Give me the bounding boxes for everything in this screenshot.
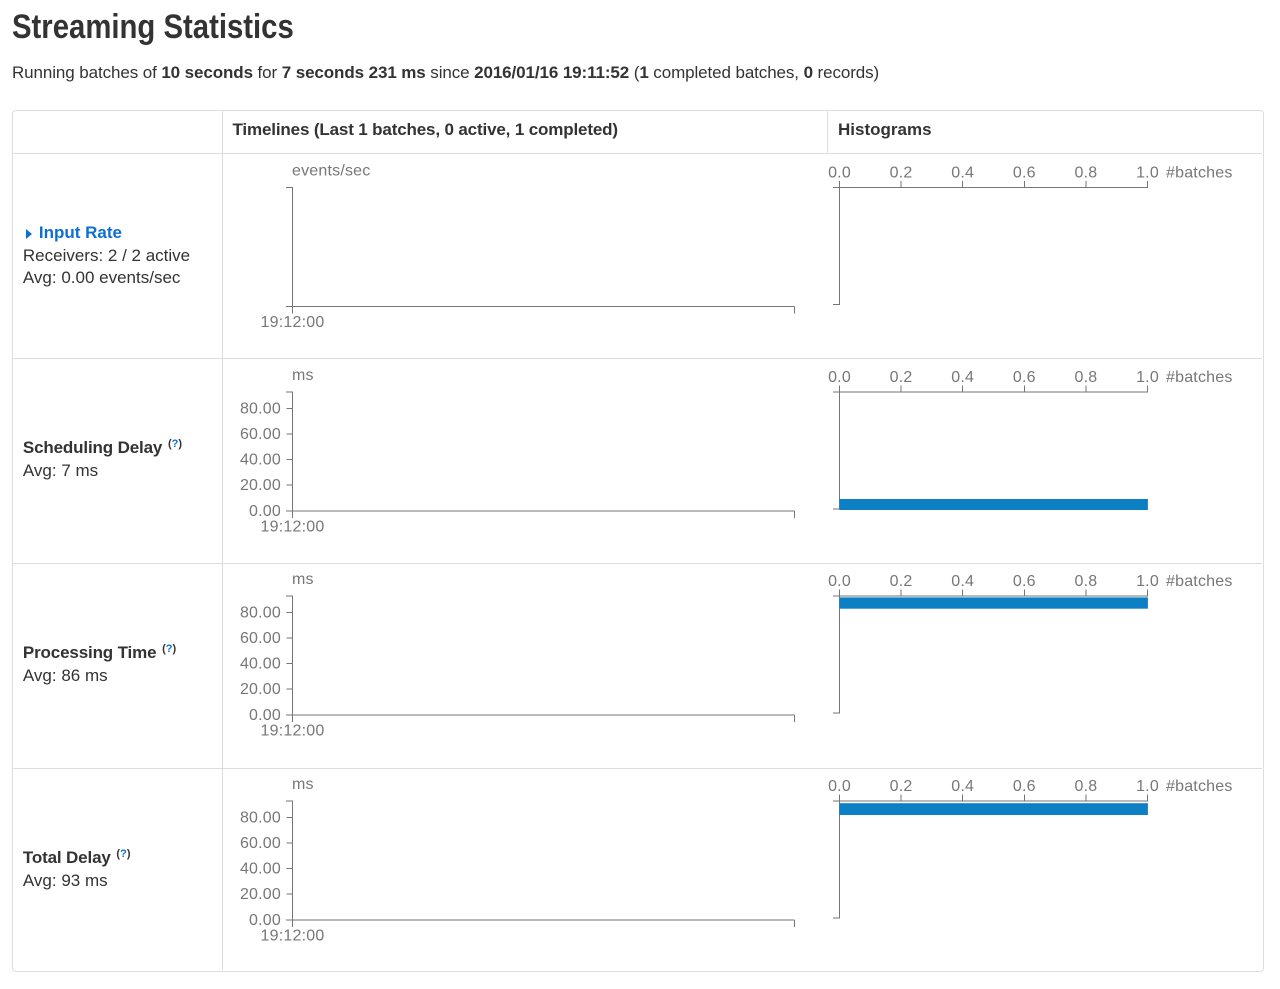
- svg-text:1.0: 1.0: [1136, 369, 1159, 386]
- svg-text:ms: ms: [292, 367, 314, 384]
- svg-text:ms: ms: [292, 571, 314, 588]
- svg-text:#batches: #batches: [1166, 165, 1233, 182]
- svg-text:0.2: 0.2: [890, 778, 913, 795]
- svg-text:0.00: 0.00: [249, 503, 281, 520]
- svg-text:1.0: 1.0: [1136, 573, 1159, 590]
- svg-text:60.00: 60.00: [240, 426, 281, 443]
- svg-text:19:12:00: 19:12:00: [261, 518, 325, 535]
- svg-text:0.00: 0.00: [249, 912, 281, 929]
- svg-text:19:12:00: 19:12:00: [261, 723, 325, 740]
- svg-text:19:12:00: 19:12:00: [261, 928, 325, 945]
- svg-text:0.6: 0.6: [1013, 573, 1036, 590]
- svg-text:0.2: 0.2: [890, 369, 913, 386]
- svg-text:80.00: 80.00: [240, 810, 281, 827]
- svg-text:40.00: 40.00: [240, 861, 281, 878]
- svg-text:0.4: 0.4: [951, 369, 974, 386]
- svg-text:20.00: 20.00: [240, 477, 281, 494]
- svg-text:#batches: #batches: [1166, 573, 1233, 590]
- svg-text:0.8: 0.8: [1074, 778, 1097, 795]
- svg-text:80.00: 80.00: [240, 605, 281, 622]
- svg-text:1.0: 1.0: [1136, 778, 1159, 795]
- svg-text:0.2: 0.2: [890, 165, 913, 182]
- svg-text:0.00: 0.00: [249, 707, 281, 724]
- svg-text:0.0: 0.0: [828, 369, 851, 386]
- svg-text:0.4: 0.4: [951, 573, 974, 590]
- svg-text:20.00: 20.00: [240, 681, 281, 698]
- svg-text:0.6: 0.6: [1013, 778, 1036, 795]
- svg-text:events/sec: events/sec: [292, 163, 370, 180]
- svg-text:0.0: 0.0: [828, 573, 851, 590]
- svg-text:80.00: 80.00: [240, 401, 281, 418]
- svg-text:60.00: 60.00: [240, 835, 281, 852]
- svg-text:0.6: 0.6: [1013, 165, 1036, 182]
- svg-text:0.8: 0.8: [1074, 165, 1097, 182]
- svg-text:40.00: 40.00: [240, 656, 281, 673]
- svg-text:1.0: 1.0: [1136, 165, 1159, 182]
- svg-text:0.4: 0.4: [951, 165, 974, 182]
- svg-text:0.2: 0.2: [890, 573, 913, 590]
- svg-text:0.8: 0.8: [1074, 369, 1097, 386]
- svg-text:0.6: 0.6: [1013, 369, 1036, 386]
- svg-text:0.0: 0.0: [828, 165, 851, 182]
- svg-text:#batches: #batches: [1166, 369, 1233, 386]
- svg-text:40.00: 40.00: [240, 452, 281, 469]
- svg-text:19:12:00: 19:12:00: [261, 314, 325, 331]
- svg-text:0.8: 0.8: [1074, 573, 1097, 590]
- svg-text:ms: ms: [292, 776, 314, 793]
- svg-text:20.00: 20.00: [240, 886, 281, 903]
- svg-text:0.0: 0.0: [828, 778, 851, 795]
- svg-text:60.00: 60.00: [240, 630, 281, 647]
- svg-text:#batches: #batches: [1166, 778, 1233, 795]
- svg-text:0.4: 0.4: [951, 778, 974, 795]
